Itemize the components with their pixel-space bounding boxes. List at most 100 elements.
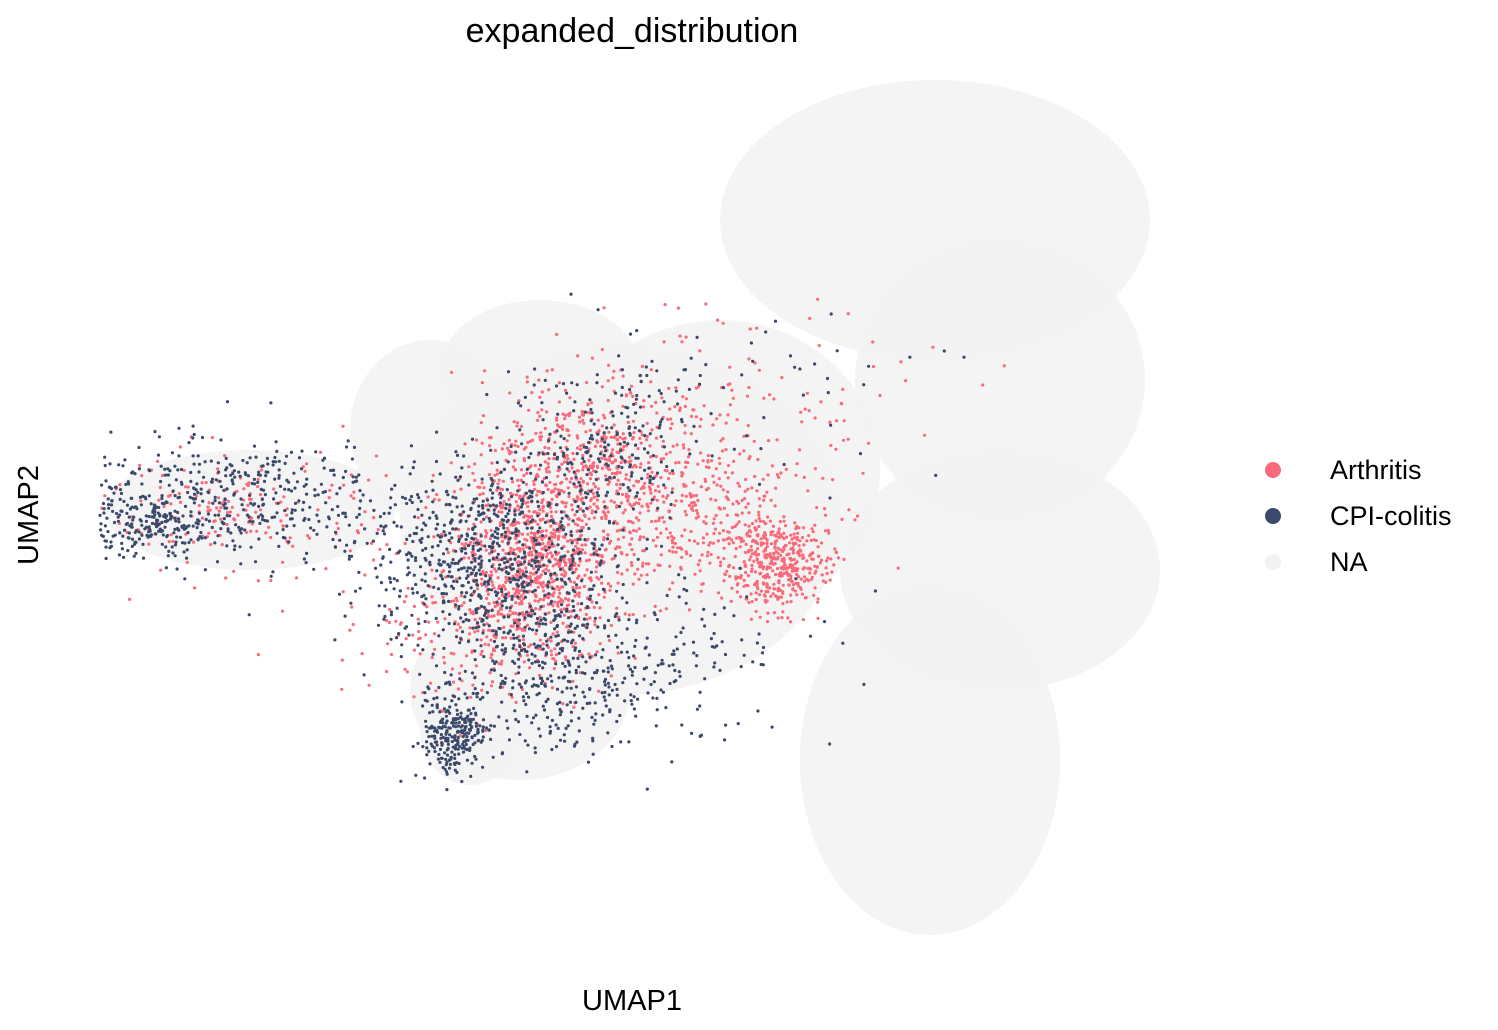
scatter-point [610,688,615,692]
scatter-point [502,467,507,471]
scatter-point [398,589,402,593]
scatter-point [387,511,391,515]
scatter-point [275,531,279,535]
scatter-point [485,635,489,639]
scatter-point [346,439,350,443]
scatter-point [468,719,472,723]
scatter-point [389,580,393,584]
scatter-point [718,413,722,417]
scatter-point [600,554,604,558]
scatter-point [783,563,787,567]
scatter-point [627,426,631,430]
scatter-point [299,467,304,471]
scatter-point [446,550,450,555]
scatter-point [782,462,786,467]
scatter-point [509,693,513,697]
scatter-point [460,504,464,508]
scatter-point [495,468,499,472]
scatter-point [341,475,345,480]
scatter-point [559,510,564,514]
scatter-point [723,738,727,742]
scatter-point [569,719,574,723]
scatter-point [488,519,492,524]
scatter-point [742,434,746,438]
scatter-point [178,500,183,504]
scatter-point [556,559,560,563]
scatter-point [786,616,790,620]
scatter-point [490,496,494,500]
scatter-point [727,563,732,567]
scatter-point [511,465,515,469]
scatter-point [191,424,195,428]
scatter-point [464,618,468,622]
scatter-point [510,562,514,567]
scatter-point [499,487,503,491]
scatter-point [566,639,570,643]
scatter-point [539,530,543,534]
scatter-point [692,539,697,543]
scatter-point [535,493,539,497]
scatter-point [487,472,492,477]
scatter-point [494,569,498,573]
scatter-point [450,750,454,754]
scatter-point [641,564,645,568]
scatter-point [104,539,108,543]
scatter-point [434,616,438,621]
scatter-point [733,554,737,559]
scatter-point [645,537,649,541]
scatter-point [428,516,432,520]
scatter-point [492,540,496,544]
scatter-point [571,599,575,603]
scatter-point [862,682,866,687]
scatter-point [171,539,175,543]
scatter-point [551,594,555,598]
scatter-point [485,498,490,502]
scatter-point [655,618,660,622]
scatter-point [244,530,249,535]
scatter-point [568,567,572,571]
scatter-point [765,599,769,603]
scatter-point [433,647,437,652]
scatter-point [615,693,619,697]
scatter-point [676,402,680,406]
scatter-point [782,536,786,541]
scatter-point [545,643,549,647]
scatter-point [200,516,205,520]
scatter-point [466,534,470,538]
scatter-point [487,544,492,549]
scatter-point [526,500,530,504]
scatter-point [285,524,289,528]
na-region-3 [800,585,1060,935]
scatter-point [265,519,269,523]
scatter-point [740,511,744,515]
scatter-point [962,355,966,359]
scatter-point [517,626,522,630]
scatter-point [285,513,289,517]
scatter-point [463,544,467,548]
scatter-point [526,532,530,536]
scatter-point [469,540,473,544]
scatter-point [550,368,554,372]
scatter-point [233,544,237,548]
scatter-point [263,493,267,497]
scatter-point [224,456,228,460]
scatter-point [581,468,585,472]
scatter-point [500,648,504,652]
scatter-point [399,525,403,529]
scatter-point [573,551,577,556]
scatter-point [681,626,685,630]
scatter-point [287,488,291,492]
scatter-point [460,591,464,595]
scatter-point [453,738,457,742]
scatter-point [824,580,828,585]
scatter-point [285,478,289,482]
scatter-point [435,430,439,434]
scatter-point [412,531,416,536]
scatter-point [444,584,448,588]
scatter-point [520,585,525,589]
scatter-point [627,656,631,660]
scatter-point [414,582,418,587]
scatter-point [496,482,500,486]
scatter-point [363,527,367,531]
scatter-point [196,522,200,526]
